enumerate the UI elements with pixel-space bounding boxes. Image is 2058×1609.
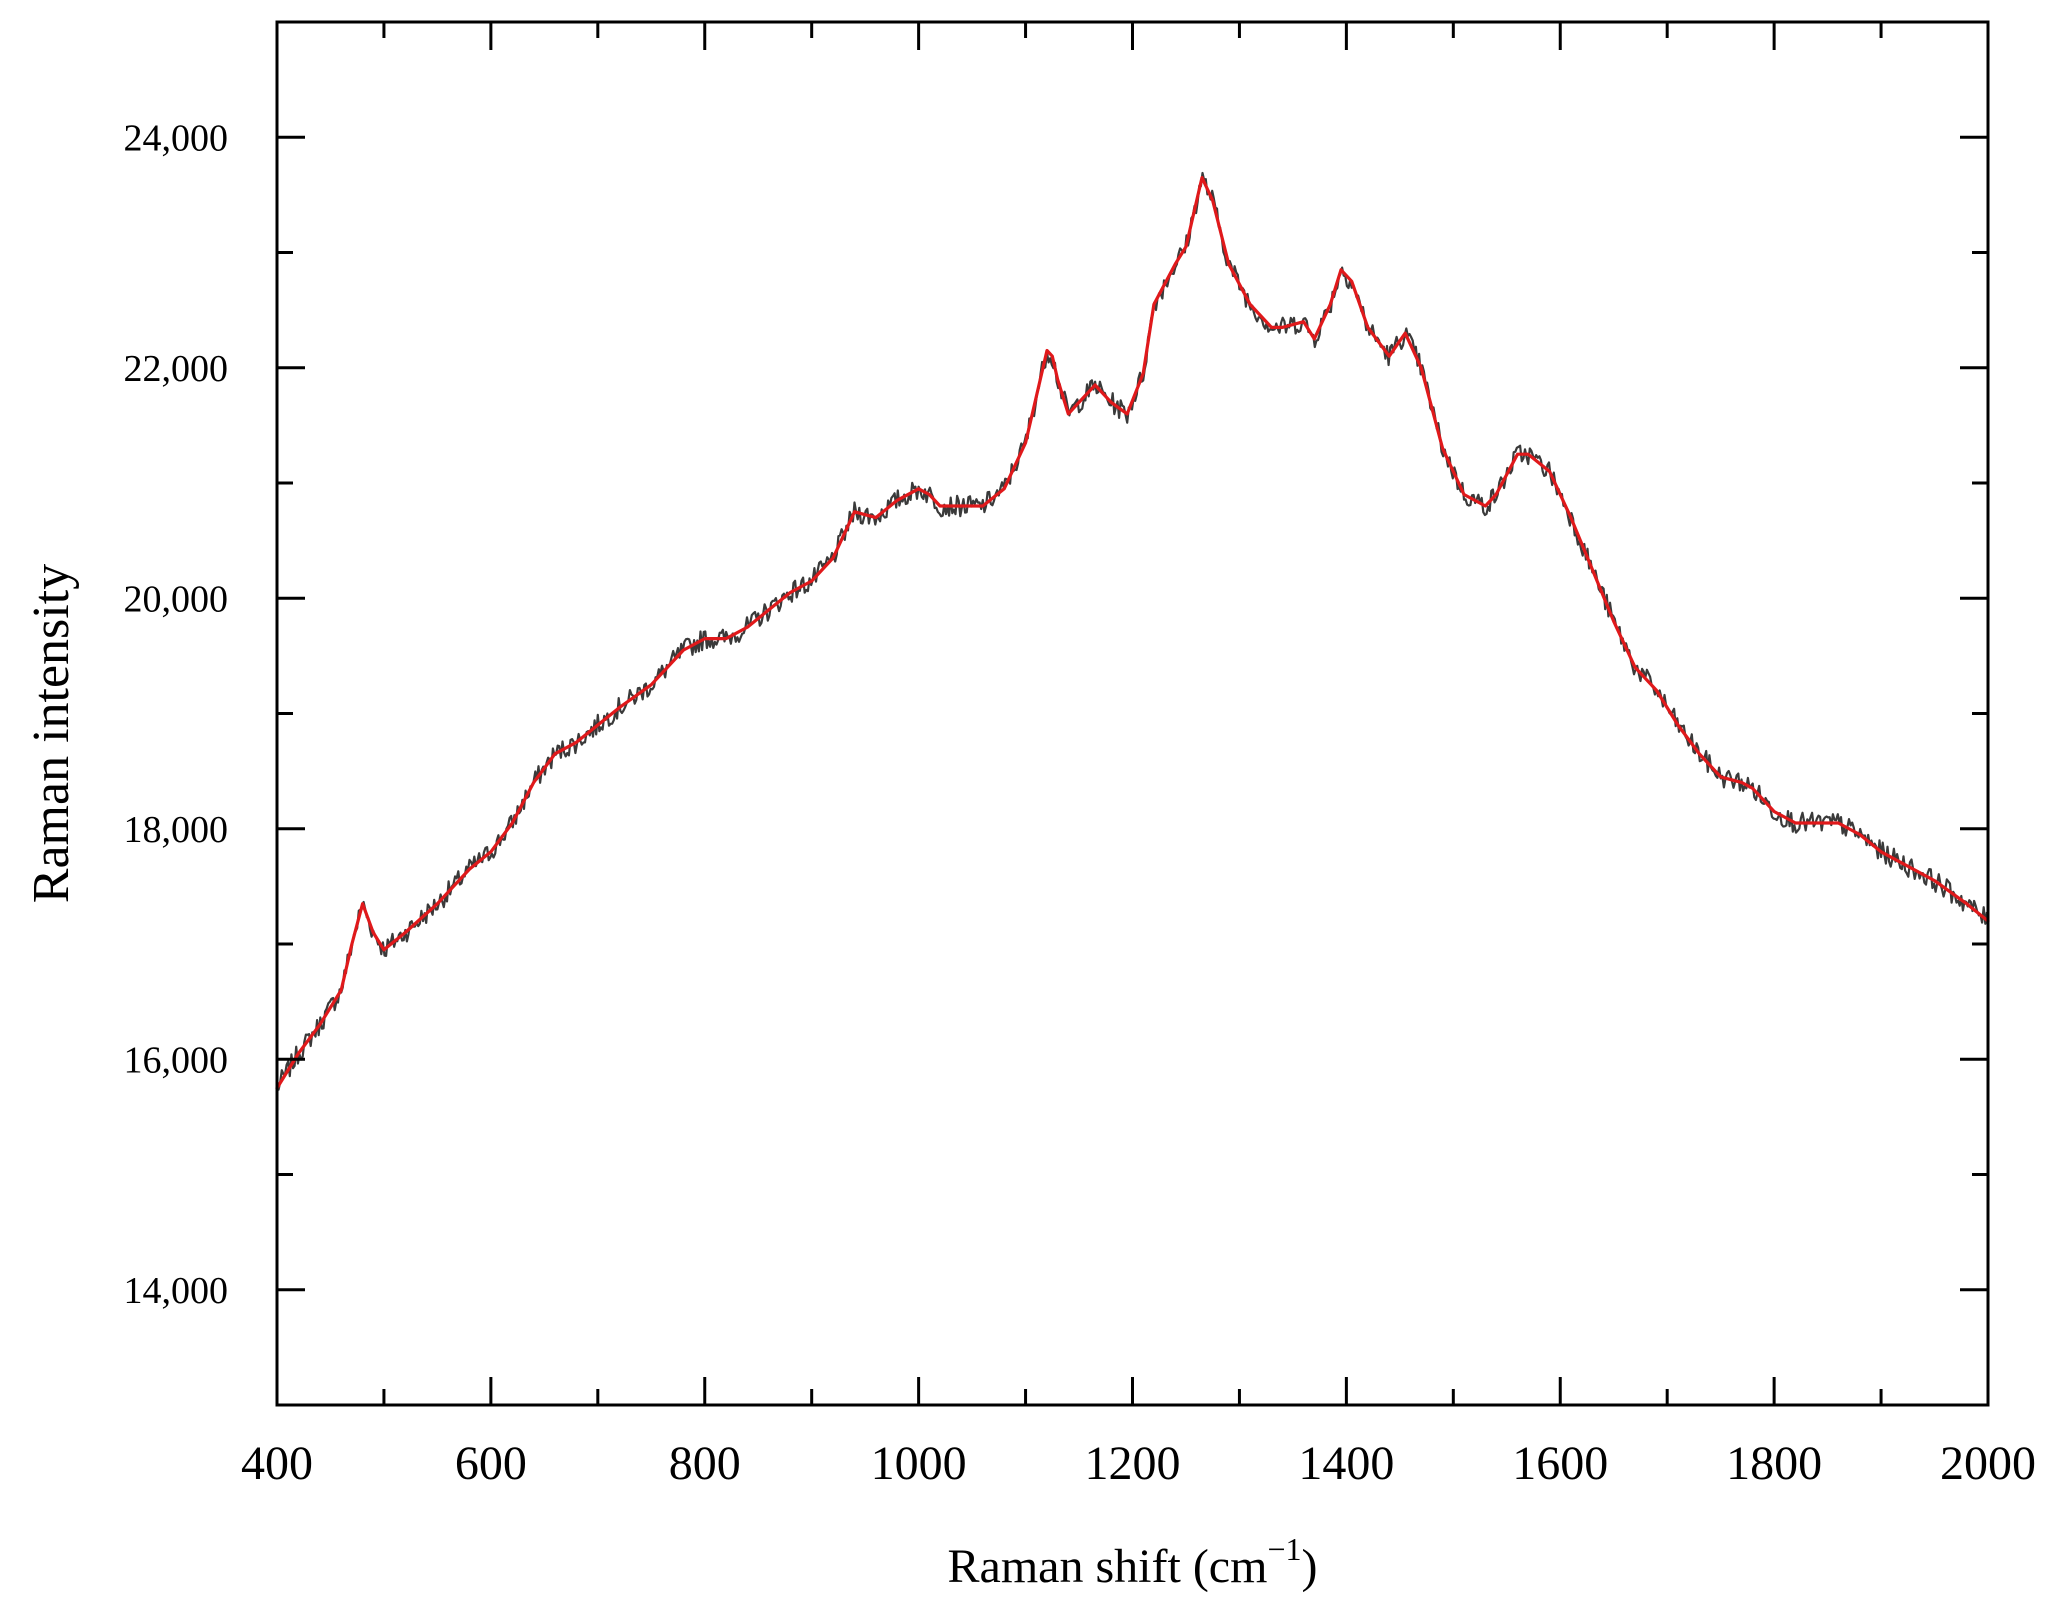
plot-area: [275, 171, 1990, 1091]
x-tick-label: 1200: [1085, 1437, 1181, 1490]
x-tick-label: 2000: [1940, 1437, 2036, 1490]
x-axis-title-close: ): [1301, 1540, 1317, 1593]
y-tick-label: 20,000: [124, 578, 229, 620]
tick-labels: 400 600 800 1000 1200 1400 1600 1800 2000 14,000 1…: [124, 117, 2037, 1490]
x-tick-label: 1600: [1512, 1437, 1608, 1490]
x-tick-label: 1000: [871, 1437, 967, 1490]
x-tick-label: 1400: [1298, 1437, 1394, 1490]
plot-frame: [275, 20, 1990, 1407]
x-tick-label: 800: [669, 1437, 741, 1490]
y-tick-label: 24,000: [124, 117, 229, 159]
x-axis-title-superscript: −1: [1267, 1531, 1301, 1567]
x-axis-title-main: Raman shift (cm: [948, 1540, 1268, 1593]
y-tick-label: 22,000: [124, 348, 229, 390]
y-tick-label: 16,000: [124, 1039, 229, 1081]
axis-ticks: [275, 22, 1990, 1405]
x-tick-label: 400: [241, 1437, 313, 1490]
y-tick-label: 18,000: [124, 809, 229, 851]
x-tick-label: 600: [455, 1437, 527, 1490]
x-axis-title: Raman shift (cm−1): [948, 1531, 1318, 1593]
y-tick-label: 14,000: [124, 1270, 229, 1312]
y-axis-title: Raman intensity: [23, 564, 80, 903]
series-smoothed-line: [275, 176, 1990, 1090]
series-raw-line: [275, 171, 1988, 1091]
x-tick-label: 1800: [1726, 1437, 1822, 1490]
